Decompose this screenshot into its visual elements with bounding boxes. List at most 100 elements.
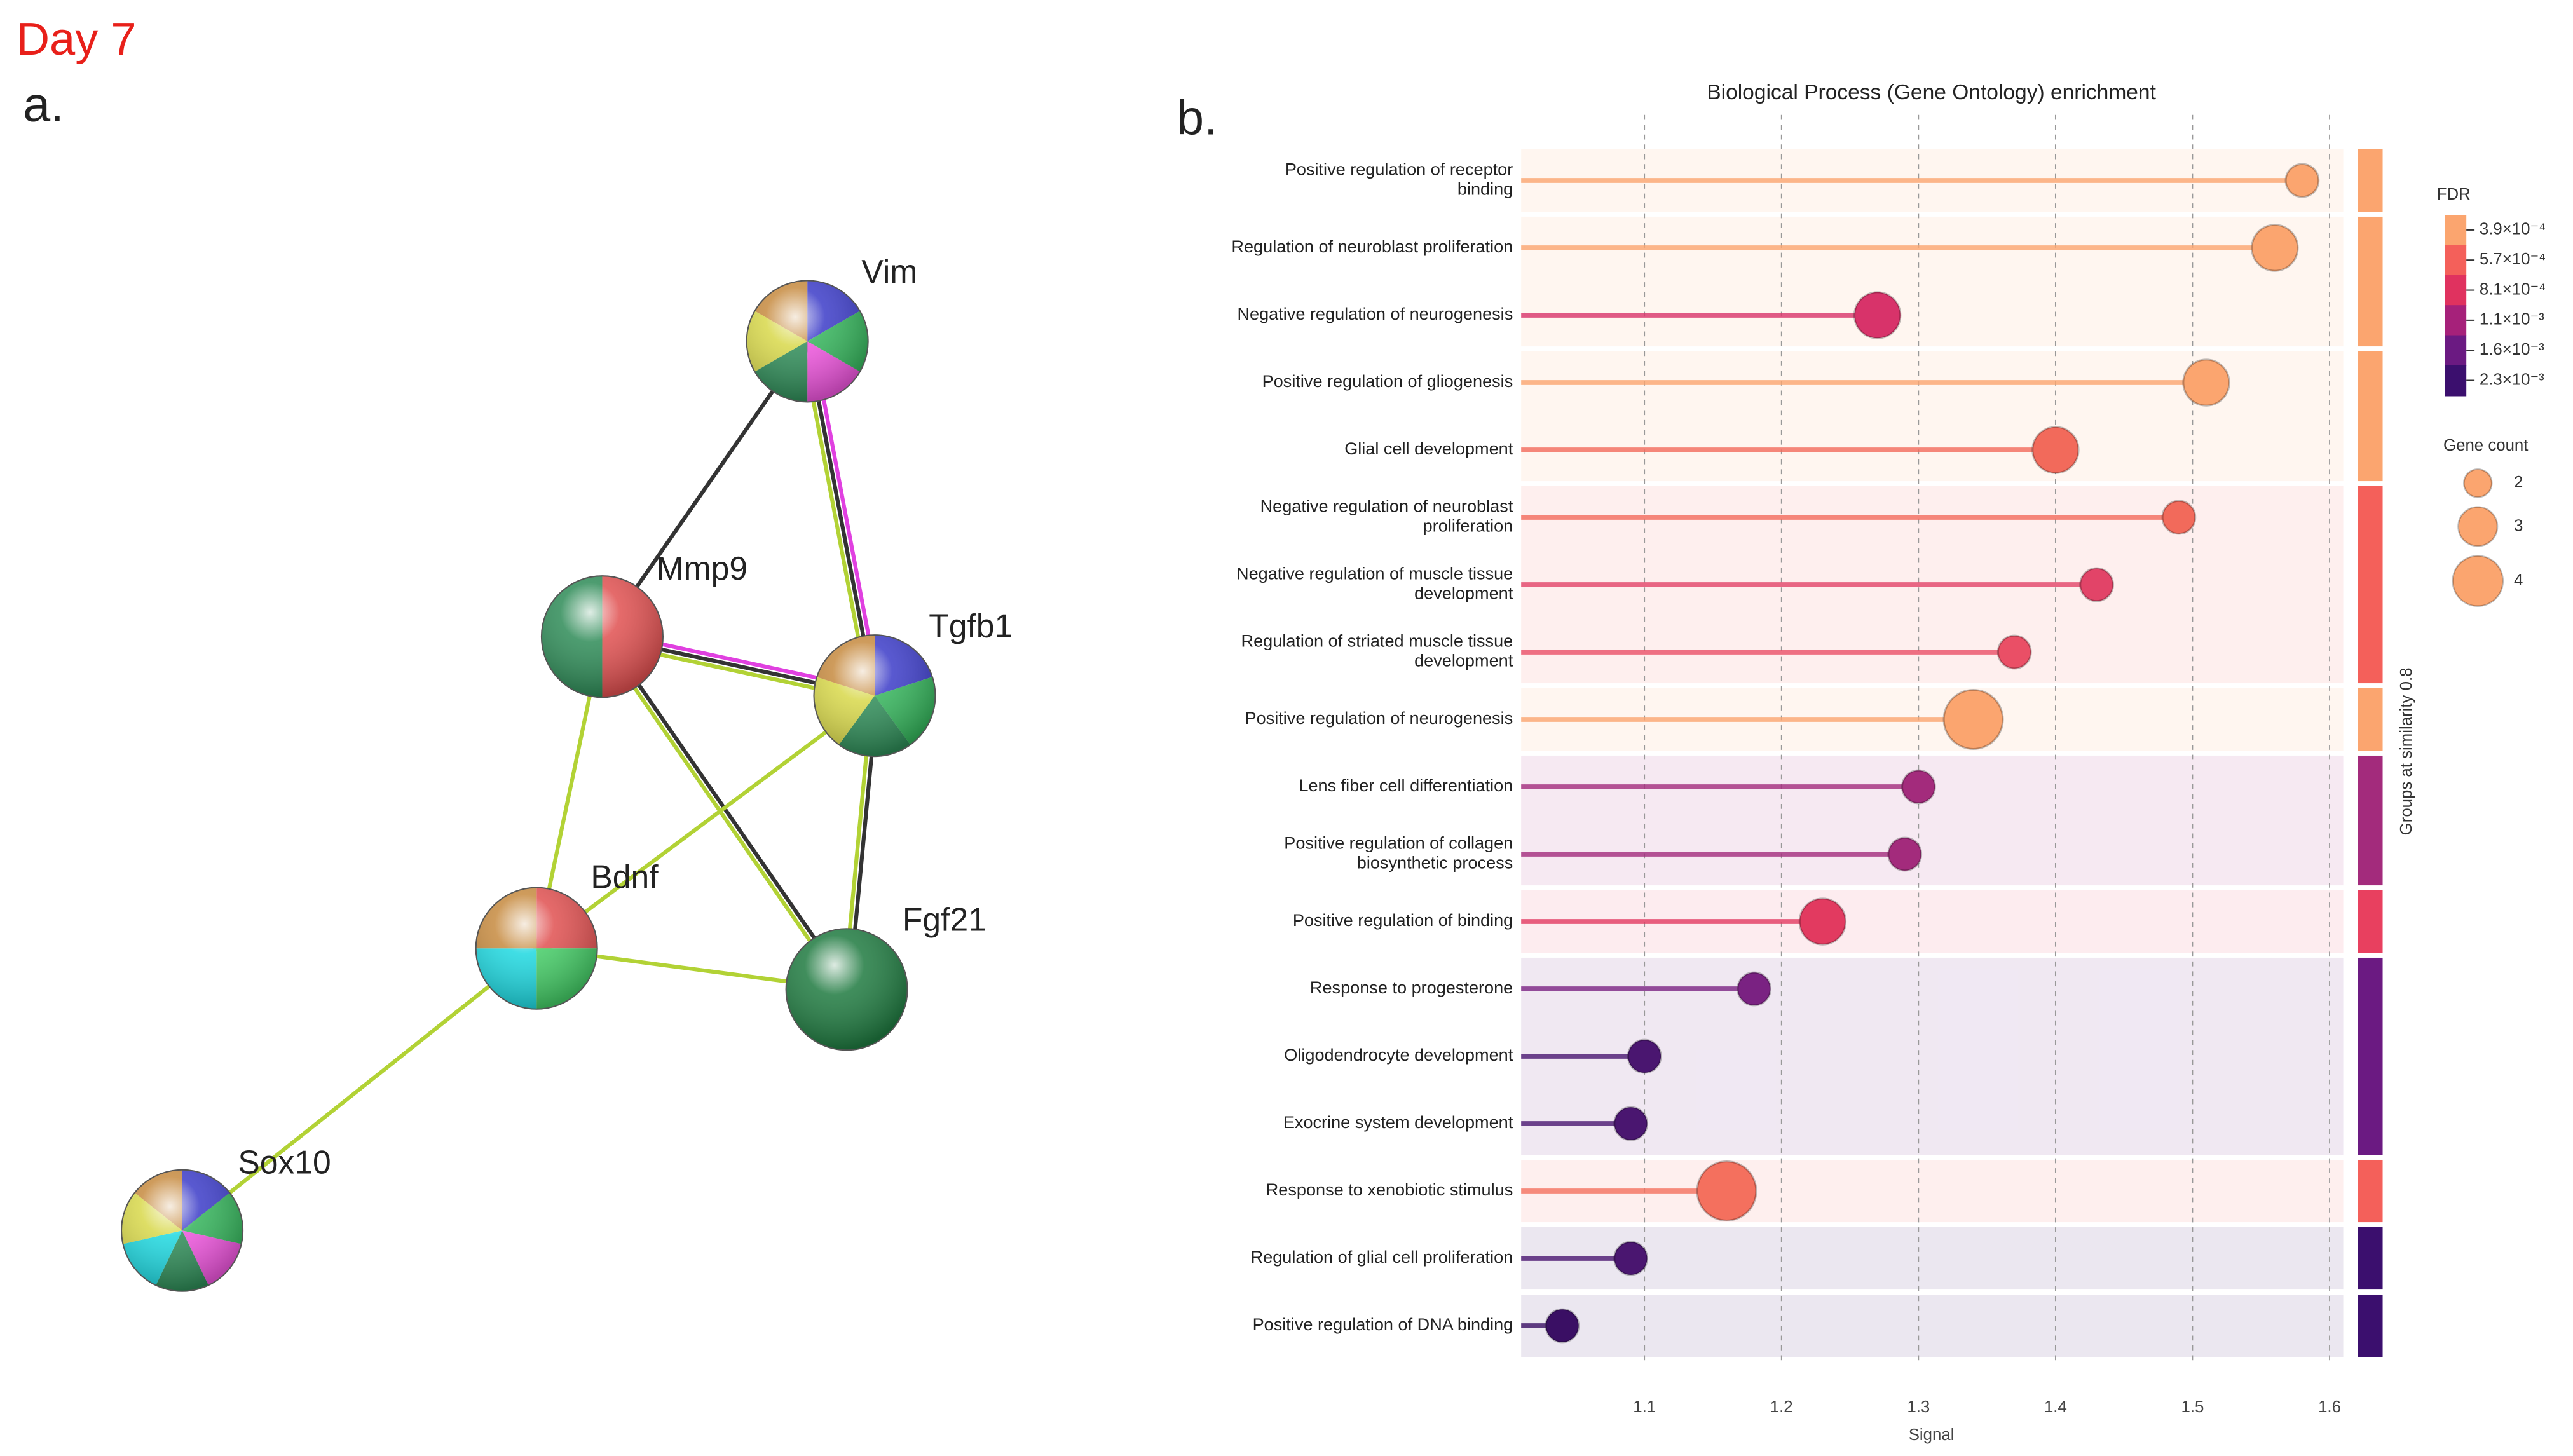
group-band xyxy=(1521,1294,2344,1357)
colorbar-label: 3.9×10⁻⁴ xyxy=(2480,221,2546,238)
edge xyxy=(181,946,538,1232)
x-tick-label: 1.3 xyxy=(1907,1398,1930,1416)
x-tick-label: 1.2 xyxy=(1770,1398,1793,1416)
group-band xyxy=(1521,216,2344,347)
group-bar xyxy=(2358,1227,2383,1290)
node-gloss xyxy=(475,887,598,1010)
dot xyxy=(1545,1308,1580,1344)
edge xyxy=(535,694,876,950)
group-bar xyxy=(2358,957,2383,1155)
category-label: Regulation of neuroblast proliferation xyxy=(1231,236,1513,256)
size-legend-label: 4 xyxy=(2514,571,2523,589)
x-axis-label: Signal xyxy=(1909,1426,1955,1444)
category-label: Lens fiber cell differentiation xyxy=(1299,775,1513,795)
category-label: Negative regulation of neuroblast prolife… xyxy=(1260,496,1513,536)
dot xyxy=(1887,836,1923,872)
node-label: Sox10 xyxy=(238,1144,331,1181)
category-label: Response to xenobiotic stimulus xyxy=(1266,1180,1513,1199)
category-label: Exocrine system development xyxy=(1283,1112,1513,1132)
colorbar-segment xyxy=(2445,365,2467,397)
x-tick-label: 1.1 xyxy=(1633,1398,1656,1416)
node xyxy=(475,887,598,1010)
dot xyxy=(1996,634,2032,670)
group-bar xyxy=(2358,688,2383,751)
group-band xyxy=(1521,1227,2344,1290)
panel-label: a. xyxy=(23,78,64,132)
colorbar-segment xyxy=(2445,215,2467,246)
group-bar xyxy=(2358,1159,2383,1223)
node-label: Bdnf xyxy=(590,858,659,895)
node-gloss xyxy=(746,280,869,403)
category-label: Regulation of striated muscle tissue deve… xyxy=(1241,631,1513,670)
category-label: Positive regulation of collagen biosynthe… xyxy=(1284,833,1513,873)
dot xyxy=(2284,163,2320,198)
colorbar-segment xyxy=(2445,335,2467,367)
node xyxy=(785,928,908,1051)
figure-label: Day 7 xyxy=(17,14,137,65)
size-legend-label: 3 xyxy=(2514,517,2523,534)
colorbar-label: 1.1×10⁻³ xyxy=(2480,311,2544,329)
dot xyxy=(1901,769,1936,805)
group-bar xyxy=(2358,149,2383,212)
dot xyxy=(1696,1160,1757,1222)
dot xyxy=(1627,1038,1662,1074)
node xyxy=(813,634,936,758)
edge xyxy=(598,637,847,992)
group-bar xyxy=(2358,890,2383,953)
group-bar xyxy=(2358,486,2383,684)
node xyxy=(746,280,869,403)
group-bar xyxy=(2358,216,2383,347)
dot xyxy=(1737,971,1772,1007)
node-label: Mmp9 xyxy=(657,550,747,587)
colorbar-label: 5.7×10⁻⁴ xyxy=(2480,250,2546,268)
size-legend-dot xyxy=(2452,555,2504,607)
node xyxy=(540,575,664,698)
category-label: Oligodendrocyte development xyxy=(1284,1045,1513,1065)
node-gloss xyxy=(540,575,664,698)
category-label: Positive regulation of receptor binding xyxy=(1285,160,1513,199)
size-legend-label: 2 xyxy=(2514,473,2523,491)
node xyxy=(121,1169,244,1292)
dot xyxy=(2161,500,2197,535)
category-label: Positive regulation of binding xyxy=(1293,910,1513,930)
dot xyxy=(1798,897,1847,946)
category-label: Glial cell development xyxy=(1344,439,1513,458)
dot xyxy=(1613,1241,1648,1276)
dot xyxy=(2251,224,2299,272)
colorbar-segment xyxy=(2445,275,2467,306)
lollipop-chart: Biological Process (Gene Ontology) enric… xyxy=(1231,81,2546,1444)
colorbar-label: 1.6×10⁻³ xyxy=(2480,341,2544,358)
size-legend-dot xyxy=(2463,468,2493,498)
dot xyxy=(2079,567,2114,602)
node-label: Fgf21 xyxy=(903,901,986,938)
dot xyxy=(1853,291,1902,339)
chart-title: Biological Process (Gene Ontology) enric… xyxy=(1707,81,2156,104)
dot xyxy=(1942,689,2004,751)
network: Vim Mmp9 Tgfb1 Bdnf Fgf21 Sox10 xyxy=(121,253,1013,1292)
dot xyxy=(1613,1106,1648,1141)
category-label: Negative regulation of muscle tissue deve… xyxy=(1236,564,1513,603)
legend-title: FDR xyxy=(2437,186,2471,203)
colorbar-label: 2.3×10⁻³ xyxy=(2480,371,2544,388)
node-gloss xyxy=(785,928,908,1051)
category-label: Regulation of glial cell proliferation xyxy=(1251,1247,1513,1267)
size-legend-dot xyxy=(2457,506,2499,547)
node-gloss xyxy=(121,1169,244,1292)
group-bar xyxy=(2358,1294,2383,1357)
dot xyxy=(2031,426,2080,474)
category-label: Positive regulation of neurogenesis xyxy=(1245,708,1513,728)
group-bar xyxy=(2358,755,2383,886)
colorbar-label: 8.1×10⁻⁴ xyxy=(2480,280,2546,298)
category-label: Response to progesterone xyxy=(1310,977,1513,997)
category-label: Negative regulation of neurogenesis xyxy=(1237,304,1513,323)
legend-title: Gene count xyxy=(2443,437,2528,454)
x-tick-label: 1.6 xyxy=(2318,1398,2341,1416)
x-tick-label: 1.5 xyxy=(2181,1398,2204,1416)
category-label: Positive regulation of gliogenesis xyxy=(1262,371,1513,391)
category-label: Positive regulation of DNA binding xyxy=(1253,1314,1513,1334)
x-tick-label: 1.4 xyxy=(2044,1398,2067,1416)
panel-label: b. xyxy=(1177,91,1218,146)
node-label: Vim xyxy=(861,253,917,290)
